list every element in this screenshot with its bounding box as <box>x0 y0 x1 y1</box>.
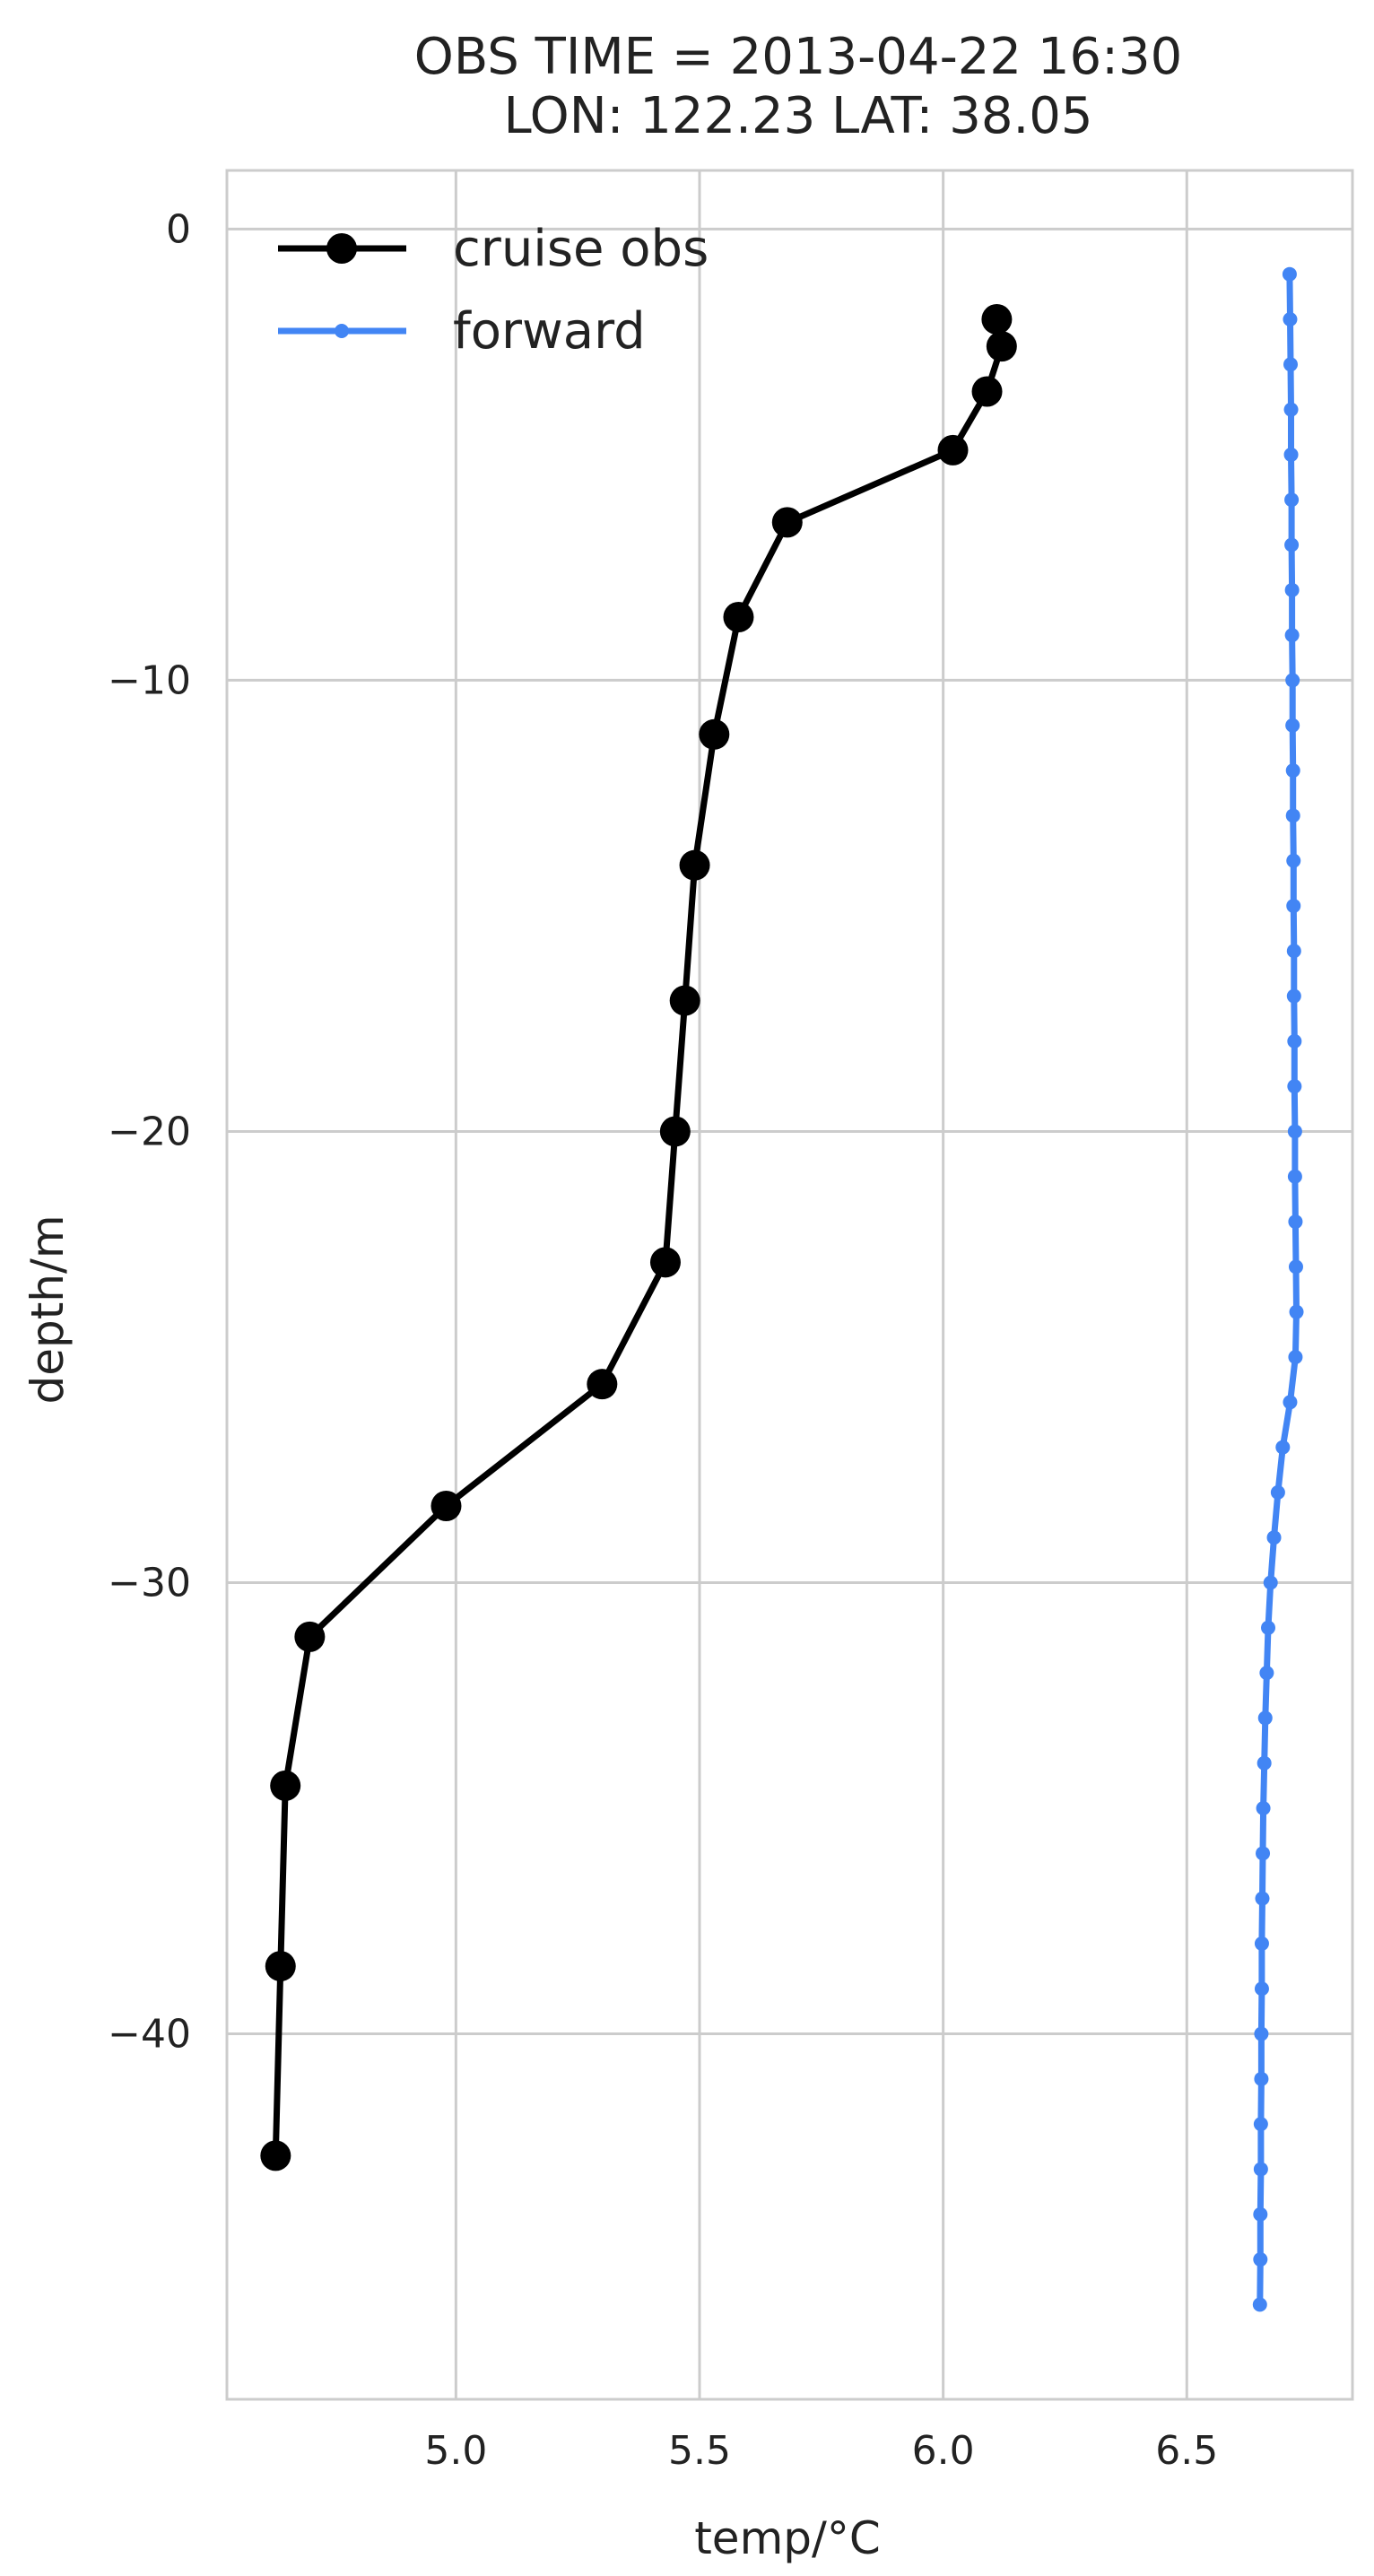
y-tick-label: −30 <box>108 1561 191 1606</box>
series-line <box>1257 274 1300 2305</box>
series-cruise-obs <box>260 304 1017 2171</box>
data-point <box>1283 402 1299 417</box>
series-forward <box>1252 266 1304 2312</box>
data-point <box>699 718 730 750</box>
data-point <box>1283 1395 1298 1410</box>
data-point <box>649 1247 681 1278</box>
y-axis-label: depth/m <box>22 1214 74 1404</box>
data-point <box>260 2140 291 2171</box>
data-point <box>1253 2117 1268 2132</box>
series-line <box>272 318 1005 2156</box>
data-point <box>1288 1259 1303 1275</box>
data-point <box>270 1770 301 1801</box>
data-point <box>1287 1169 1302 1184</box>
legend-marker <box>326 233 357 264</box>
y-tick-label: −20 <box>108 1109 191 1154</box>
data-point <box>669 985 700 1016</box>
data-point <box>1253 2162 1268 2177</box>
legend-label: forward <box>453 302 646 361</box>
data-point <box>1287 1124 1302 1139</box>
data-point <box>1288 1349 1303 1364</box>
data-point <box>1254 1936 1269 1951</box>
data-series <box>260 266 1304 2312</box>
data-point <box>659 1116 691 1147</box>
data-point <box>1257 1755 1272 1771</box>
data-point <box>771 507 803 538</box>
legend-marker <box>335 324 349 338</box>
data-point <box>587 1369 618 1400</box>
data-point <box>723 602 754 633</box>
x-axis-label: temp/°C <box>694 2512 881 2564</box>
data-point <box>1255 1891 1270 1906</box>
grid-lines <box>227 170 1352 2399</box>
data-point <box>1266 1530 1282 1545</box>
y-tick-label: −40 <box>108 2012 191 2058</box>
plot-area-border <box>225 169 1354 2401</box>
chart-title-line-2: LON: 122.23 LAT: 38.05 <box>503 87 1092 145</box>
y-tick-labels: 0 −10 −20 −30 −40 <box>108 206 191 2057</box>
data-point <box>1286 853 1301 868</box>
data-point <box>1257 1710 1273 1726</box>
data-point <box>1253 2252 1268 2267</box>
x-tick-label: 6.5 <box>1155 2428 1218 2474</box>
data-point <box>1284 537 1300 553</box>
data-point <box>1275 1440 1291 1455</box>
data-point <box>1285 718 1300 733</box>
data-point <box>1256 1846 1271 1861</box>
data-point <box>1253 2206 1268 2222</box>
data-point <box>981 304 1013 335</box>
data-point <box>1284 582 1300 597</box>
data-point <box>1285 763 1300 779</box>
y-tick-label: 0 <box>166 206 191 252</box>
data-point <box>1283 312 1298 327</box>
legend: cruise obs forward <box>278 220 709 361</box>
data-point <box>1288 1214 1303 1230</box>
x-tick-label: 5.5 <box>668 2428 731 2474</box>
data-point <box>1254 2026 1269 2041</box>
data-point <box>1256 1801 1271 1816</box>
data-point <box>1285 673 1300 688</box>
data-point <box>1285 808 1300 823</box>
data-point <box>937 434 969 466</box>
plot-frame <box>225 169 1354 2401</box>
data-point <box>1263 1575 1278 1590</box>
data-point <box>1286 988 1301 1004</box>
data-point <box>1283 447 1299 462</box>
data-point <box>1284 628 1300 643</box>
data-point <box>294 1621 326 1652</box>
x-tick-labels: 5.0 5.5 6.0 6.5 <box>424 2428 1218 2474</box>
data-point <box>1283 357 1299 372</box>
data-point <box>430 1490 462 1521</box>
x-tick-label: 5.0 <box>424 2428 487 2474</box>
legend-label: cruise obs <box>453 220 709 278</box>
data-point <box>971 376 1003 407</box>
data-point <box>1254 2071 1269 2086</box>
data-point <box>679 849 710 881</box>
x-tick-label: 6.0 <box>912 2428 975 2474</box>
data-point <box>1284 492 1300 508</box>
y-tick-label: −10 <box>108 657 191 703</box>
data-point <box>1289 1304 1304 1319</box>
data-point <box>265 1951 296 1982</box>
data-point <box>1252 2297 1267 2312</box>
chart-title-line-1: OBS TIME = 2013-04-22 16:30 <box>414 28 1182 86</box>
data-point <box>1286 944 1301 959</box>
chart-title: OBS TIME = 2013-04-22 16:30 LON: 122.23 … <box>414 28 1182 145</box>
data-point <box>986 331 1017 362</box>
data-point <box>1287 1079 1302 1094</box>
data-point <box>1254 1981 1269 1997</box>
data-point <box>1287 1033 1302 1049</box>
data-point <box>1270 1484 1285 1500</box>
data-point <box>1282 266 1297 282</box>
data-point <box>1286 898 1301 913</box>
data-point <box>1261 1620 1276 1635</box>
data-point <box>1259 1666 1274 1681</box>
